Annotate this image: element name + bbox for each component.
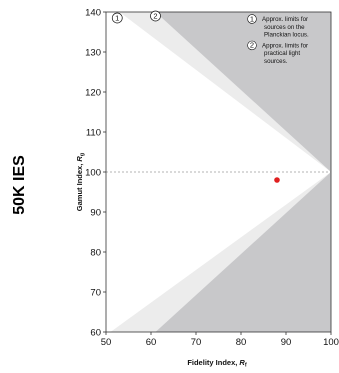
legend-text-line: practical light	[264, 50, 300, 57]
y-tick-label: 90	[90, 207, 101, 218]
x-tick-label: 90	[281, 337, 292, 348]
region-marker-number: 1	[115, 14, 119, 23]
legend-text-line: Approx. limits for	[262, 42, 308, 49]
x-tick-label: 50	[101, 337, 112, 348]
x-tick-label: 60	[146, 337, 157, 348]
region-marker-number: 2	[153, 12, 157, 21]
x-ticks: 50 60 70 80 90 100	[101, 332, 339, 348]
side-label: 50K IES	[11, 155, 28, 215]
x-axis-title: Fidelity Index, Rf	[187, 358, 247, 369]
legend-marker-number: 1	[250, 14, 254, 23]
y-tick-label: 70	[90, 287, 101, 298]
legend-marker-circle	[247, 40, 257, 51]
y-tick-label: 140	[85, 7, 101, 18]
x-tick-label: 80	[236, 337, 247, 348]
side-label-text: 50K IES	[11, 155, 28, 215]
data-point	[274, 177, 280, 183]
y-tick-label: 130	[85, 47, 101, 58]
legend-text-line: sources.	[264, 58, 288, 65]
y-tick-label: 110	[86, 127, 101, 138]
y-tick-label: 120	[85, 87, 101, 98]
x-tick-label: 70	[191, 337, 202, 348]
y-tick-label: 60	[90, 327, 101, 338]
legend-text-line: sources on the	[264, 24, 305, 31]
x-tick-label: 100	[323, 337, 339, 348]
y-tick-label: 100	[85, 167, 101, 178]
legend-marker-circle	[247, 14, 257, 24]
data-points	[274, 177, 280, 183]
legend-marker-number: 2	[250, 41, 254, 50]
y-tick-label: 80	[90, 247, 101, 258]
region-marker-circle	[111, 12, 123, 24]
y-ticks: 60 70 80 90 100 110 120 130 140	[85, 7, 106, 338]
legend-text-line: Planckian locus.	[264, 32, 309, 39]
region-marker-circle	[150, 10, 161, 22]
legend-text-line: Approx. limits for	[262, 16, 308, 23]
y-axis-title: Gamut Index, Rg	[75, 153, 86, 211]
